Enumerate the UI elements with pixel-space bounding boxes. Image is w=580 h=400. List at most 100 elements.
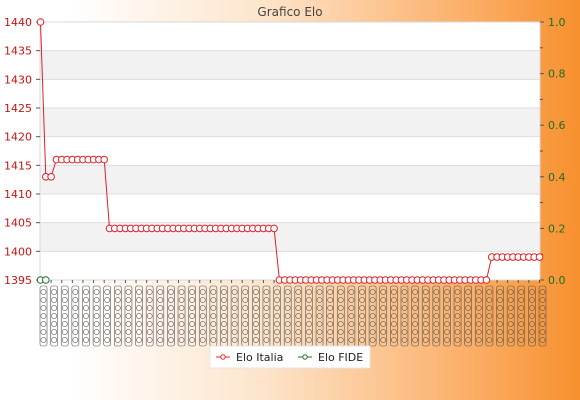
x-tick-label-glyph	[497, 289, 503, 295]
x-tick-label-glyph	[486, 313, 493, 319]
x-tick-label	[220, 285, 228, 347]
plot-bands	[40, 22, 540, 280]
x-tick-label-glyph	[136, 321, 142, 327]
x-tick-label-glyph	[337, 337, 344, 343]
x-tick-label-glyph	[114, 305, 121, 311]
x-tick-label	[156, 285, 165, 347]
x-tick-label-glyph	[327, 313, 334, 319]
x-tick-label-glyph	[348, 337, 355, 343]
x-tick-label-glyph	[507, 329, 514, 335]
x-tick-label	[50, 285, 58, 347]
x-tick-label-glyph	[369, 313, 376, 319]
x-tick-label-glyphs	[198, 285, 207, 347]
x-tick-label-glyphs	[177, 285, 186, 347]
x-tick-label-glyph	[284, 297, 291, 303]
x-tick-label-glyph	[178, 337, 185, 343]
x-tick-label-glyph	[433, 313, 440, 319]
x-tick-label-glyph	[306, 337, 312, 343]
x-tick-label-glyph	[199, 313, 206, 319]
x-tick-label-glyph	[114, 329, 121, 335]
x-tick-label-glyph	[497, 337, 503, 343]
x-tick-label-glyph	[475, 305, 482, 311]
x-tick-label-glyph	[252, 297, 259, 303]
x-tick-label-glyph	[401, 289, 408, 295]
x-tick-label-glyphs	[71, 285, 80, 347]
x-tick-label-glyph	[104, 337, 111, 343]
x-tick-label-glyph	[93, 321, 100, 327]
legend-label: Elo Italia	[236, 351, 283, 364]
y-tick-label: 1435	[4, 45, 32, 58]
x-tick-label-glyph	[295, 337, 302, 343]
x-tick-label-glyph	[199, 329, 206, 335]
x-tick-label-glyph	[454, 321, 461, 327]
x-tick-label-glyph	[433, 329, 440, 335]
x-tick-label-glyph	[61, 297, 68, 303]
x-tick-label-glyph	[337, 297, 344, 303]
x-tick-label-glyph	[306, 321, 312, 327]
x-tick-label-glyph	[83, 321, 89, 327]
x-tick-label-glyph	[518, 297, 525, 303]
x-tick-label-glyph	[528, 329, 535, 335]
x-tick-label-glyph	[210, 289, 217, 295]
x-tick-label-glyph	[114, 313, 121, 319]
x-tick-label	[135, 285, 143, 347]
x-tick-label-glyphs	[474, 285, 483, 347]
x-tick-label-glyph	[369, 337, 376, 343]
x-tick-label-glyph	[528, 337, 535, 343]
x-tick-label-glyph	[348, 289, 355, 295]
x-tick-label-glyph	[380, 313, 387, 319]
x-tick-label-glyph	[83, 337, 89, 343]
x-tick-label-glyphs	[103, 285, 112, 347]
x-tick-label-glyph	[146, 321, 153, 327]
x-tick-label-glyph	[221, 289, 227, 295]
x-tick-label-glyph	[221, 313, 227, 319]
x-tick-label-glyph	[83, 289, 89, 295]
y2-tick-label: 0.6	[548, 119, 566, 132]
x-tick-label	[114, 285, 122, 347]
x-tick-label	[315, 285, 324, 347]
x-tick-label-glyph	[51, 321, 58, 327]
x-tick-label	[336, 285, 345, 347]
x-tick-label	[368, 285, 377, 347]
x-tick-label-glyph	[518, 329, 525, 335]
x-tick-label-glyph	[306, 289, 312, 295]
x-tick-label-glyph	[136, 297, 142, 303]
x-tick-label-glyph	[380, 297, 387, 303]
x-tick-label-glyph	[51, 305, 58, 311]
x-tick-label-glyph	[72, 313, 79, 319]
x-tick-label-glyph	[497, 305, 503, 311]
y-tick-label: 1430	[4, 73, 32, 86]
x-tick-label-glyph	[125, 297, 132, 303]
x-tick-label-glyph	[348, 297, 355, 303]
x-tick-label-glyph	[359, 321, 365, 327]
x-tick-label-glyph	[433, 321, 440, 327]
y-tick-label: 1410	[4, 188, 32, 201]
x-tick-label	[39, 285, 48, 347]
x-tick-label-glyph	[518, 289, 525, 295]
x-tick-label-glyph	[274, 297, 280, 303]
x-tick-label-glyph	[422, 289, 429, 295]
x-axis-labels	[39, 280, 547, 347]
x-tick-label-glyph	[231, 297, 238, 303]
x-tick-label-glyph	[61, 289, 68, 295]
x-tick-label-glyph	[231, 329, 238, 335]
x-tick-label-glyph	[295, 305, 302, 311]
x-tick-label	[71, 285, 80, 347]
y2-tick-label: 0.4	[548, 171, 566, 184]
x-tick-label-glyph	[348, 313, 355, 319]
x-tick-label-glyph	[507, 297, 514, 303]
x-tick-label-glyph	[40, 289, 47, 295]
x-tick-label-glyphs	[60, 285, 69, 347]
x-tick-label-glyph	[178, 305, 185, 311]
x-tick-label-glyphs	[379, 285, 388, 347]
x-tick-label-glyph	[316, 297, 323, 303]
x-tick-label-glyph	[412, 313, 418, 319]
data-point	[535, 253, 544, 261]
x-tick-label-glyph	[528, 305, 535, 311]
x-tick-label-glyph	[454, 305, 461, 311]
x-tick-label	[60, 285, 69, 347]
x-tick-label-glyph	[168, 321, 174, 327]
x-tick-label-glyph	[146, 337, 153, 343]
x-tick-label-glyph	[83, 313, 89, 319]
x-tick-label-glyphs	[82, 285, 90, 347]
